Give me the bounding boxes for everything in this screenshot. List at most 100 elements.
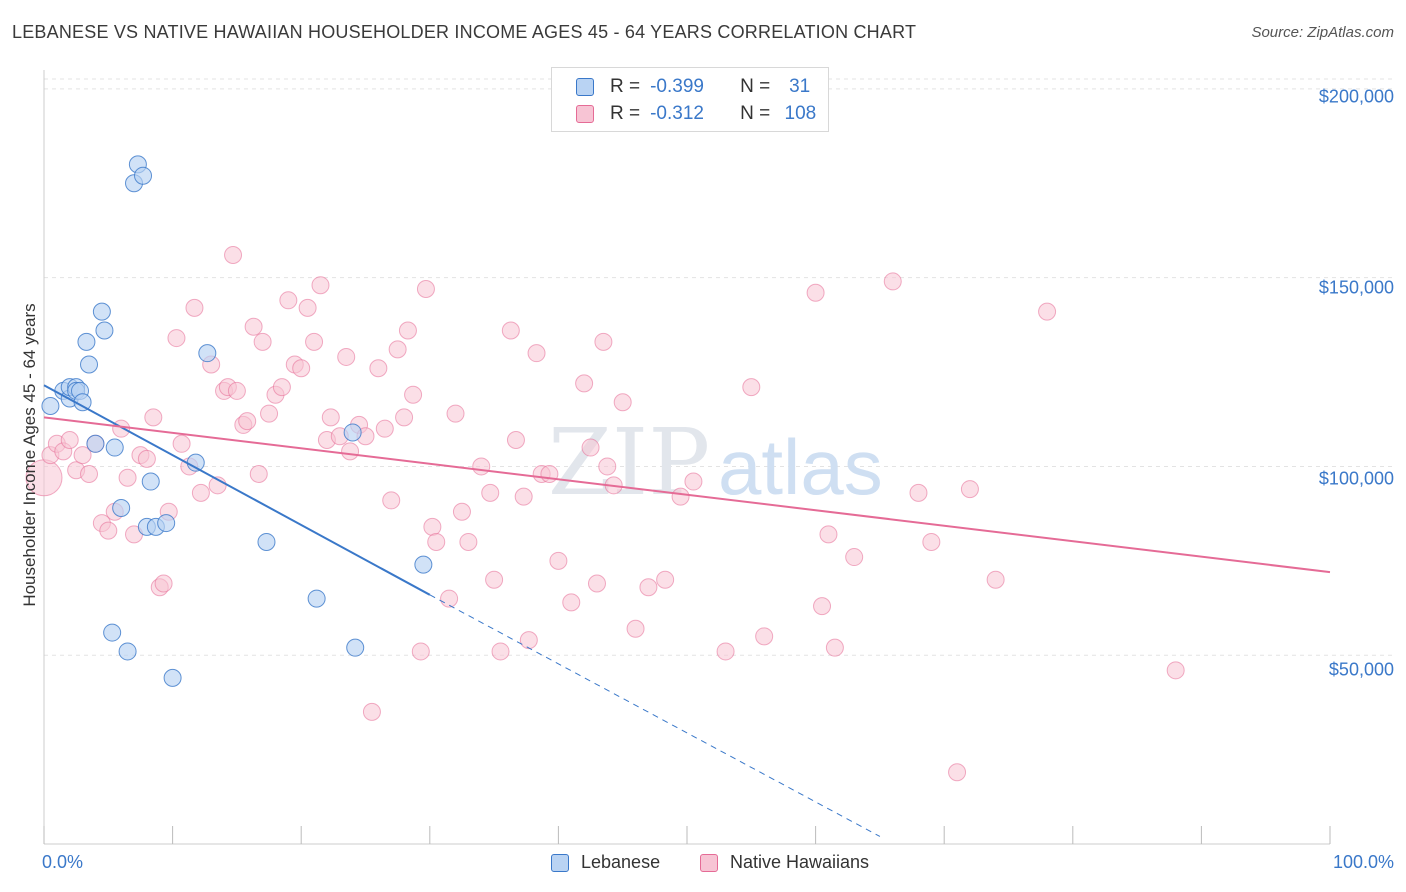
data-point-native-hawaiians	[60, 431, 79, 450]
data-point-native-hawaiians	[311, 276, 330, 295]
n-label: N =	[740, 103, 771, 124]
data-point-native-hawaiians	[527, 344, 546, 363]
trend-line-lebanese-extrapolated	[429, 594, 881, 837]
trend-line-native-hawaiians	[43, 416, 1331, 574]
data-point-native-hawaiians	[395, 408, 414, 427]
data-point-native-hawaiians	[404, 385, 423, 404]
data-point-native-hawaiians	[575, 374, 594, 393]
n-label: N =	[740, 76, 771, 97]
y-tick-label: $50,000	[1328, 659, 1394, 680]
data-point-native-hawaiians	[540, 464, 559, 483]
x-tick-label: 100.0%	[1332, 852, 1394, 872]
data-point-native-hawaiians	[960, 480, 979, 499]
data-point-native-hawaiians	[813, 597, 832, 616]
r-value: -0.399	[650, 76, 704, 97]
data-point-lebanese	[414, 555, 433, 574]
data-point-native-hawaiians	[501, 321, 520, 340]
chart-title: LEBANESE VS NATIVE HAWAIIAN HOUSEHOLDER …	[12, 22, 917, 42]
r-label: R =	[610, 76, 641, 97]
trend-lines	[43, 384, 1331, 837]
data-point-native-hawaiians	[549, 551, 568, 570]
data-point-native-hawaiians	[305, 332, 324, 351]
data-point-native-hawaiians	[519, 631, 538, 650]
data-point-lebanese	[118, 642, 137, 661]
data-point-native-hawaiians	[423, 517, 442, 536]
data-point-native-hawaiians	[185, 298, 204, 317]
data-point-native-hawaiians	[883, 272, 902, 291]
legend-swatch-pink	[576, 105, 594, 123]
data-point-native-hawaiians	[562, 593, 581, 612]
data-point-native-hawaiians	[112, 419, 131, 438]
n-value: 108	[784, 103, 817, 124]
data-point-native-hawaiians	[427, 532, 446, 551]
data-point-native-hawaiians	[755, 627, 774, 646]
data-point-lebanese	[346, 638, 365, 657]
y-tick-label: $100,000	[1318, 468, 1394, 489]
data-point-native-hawaiians	[272, 378, 291, 397]
data-point-lebanese	[343, 423, 362, 442]
legend-label: Lebanese	[581, 852, 661, 872]
y-axis-label: Householder Income Ages 45 - 64 years	[20, 303, 39, 607]
r-value: -0.312	[650, 103, 704, 124]
data-point-native-hawaiians	[191, 483, 210, 502]
data-point-native-hawaiians	[80, 464, 99, 483]
data-point-native-hawaiians	[472, 457, 491, 476]
grid-lines	[44, 78, 1395, 656]
data-point-native-hawaiians	[639, 578, 658, 597]
data-point-lebanese	[163, 668, 182, 687]
data-point-native-hawaiians	[742, 378, 761, 397]
data-point-lebanese	[134, 166, 153, 185]
data-point-native-hawaiians	[948, 763, 967, 782]
legend-swatch-blue	[576, 78, 594, 96]
data-point-native-hawaiians	[99, 521, 118, 540]
data-point-native-hawaiians	[1038, 302, 1057, 321]
data-point-native-hawaiians	[292, 359, 311, 378]
data-point-native-hawaiians	[598, 457, 617, 476]
data-point-native-hawaiians	[656, 570, 675, 589]
points-lebanese	[41, 155, 433, 687]
data-point-native-hawaiians	[825, 638, 844, 657]
data-point-lebanese	[77, 332, 96, 351]
data-point-native-hawaiians	[73, 446, 92, 465]
data-point-native-hawaiians	[459, 532, 478, 551]
data-point-native-hawaiians	[224, 246, 243, 265]
legend-swatch-blue	[551, 853, 569, 872]
data-point-native-hawaiians	[819, 525, 838, 544]
data-point-lebanese	[307, 589, 326, 608]
data-point-native-hawaiians	[398, 321, 417, 340]
data-point-native-hawaiians	[244, 317, 263, 336]
data-point-native-hawaiians	[375, 419, 394, 438]
data-point-native-hawaiians	[388, 340, 407, 359]
data-point-lebanese	[112, 498, 131, 517]
data-point-native-hawaiians	[446, 404, 465, 423]
legend-item-lebanese: Lebanese	[551, 852, 660, 873]
data-point-native-hawaiians	[845, 548, 864, 567]
legend-row-native-hawaiians: R = -0.312 N = 108	[576, 102, 816, 126]
data-point-native-hawaiians	[481, 483, 500, 502]
data-point-native-hawaiians	[440, 589, 459, 608]
data-point-native-hawaiians	[253, 332, 272, 351]
data-point-native-hawaiians	[154, 574, 173, 593]
data-point-lebanese	[103, 623, 122, 642]
data-point-lebanese	[92, 302, 111, 321]
data-point-native-hawaiians	[260, 404, 279, 423]
trend-line-lebanese	[43, 384, 431, 596]
data-point-lebanese	[157, 514, 176, 533]
data-point-native-hawaiians	[238, 412, 257, 431]
x-tick-label: 0.0%	[42, 852, 84, 872]
data-point-native-hawaiians	[452, 502, 471, 521]
data-point-lebanese	[95, 321, 114, 340]
stats-legend: R = -0.399 N = 31 R = -0.312 N = 108	[551, 67, 829, 132]
data-point-native-hawaiians	[1166, 661, 1185, 680]
data-point-native-hawaiians	[416, 279, 435, 298]
legend-swatch-pink	[700, 853, 718, 872]
data-point-native-hawaiians	[491, 642, 510, 661]
data-point-lebanese	[141, 472, 160, 491]
legend-item-native-hawaiians: Native Hawaiians	[700, 852, 869, 873]
data-point-native-hawaiians	[626, 619, 645, 638]
data-point-native-hawaiians	[167, 329, 186, 348]
data-point-native-hawaiians	[594, 332, 613, 351]
data-point-native-hawaiians	[671, 487, 690, 506]
n-value: 31	[789, 76, 811, 97]
